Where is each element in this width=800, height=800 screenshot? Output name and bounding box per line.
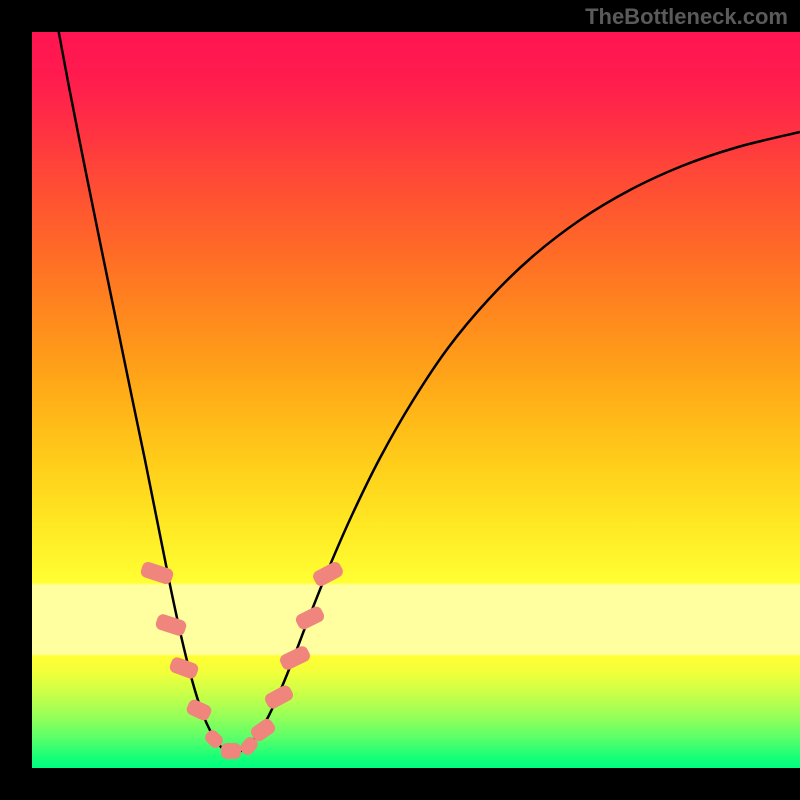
- data-dot-5: [221, 743, 241, 759]
- curve-path: [58, 28, 800, 753]
- data-dot-10: [294, 605, 326, 632]
- data-dot-11: [311, 560, 345, 588]
- bottleneck-curve: [58, 28, 800, 753]
- data-dot-2: [168, 656, 200, 681]
- chart-svg: [0, 0, 800, 800]
- data-dot-9: [278, 644, 312, 672]
- watermark-text: TheBottleneck.com: [585, 4, 788, 30]
- data-dot-8: [263, 683, 295, 710]
- data-dot-0: [139, 560, 174, 585]
- data-dot-1: [154, 613, 187, 637]
- data-dot-3: [185, 698, 214, 723]
- chart-container: TheBottleneck.com: [0, 0, 800, 800]
